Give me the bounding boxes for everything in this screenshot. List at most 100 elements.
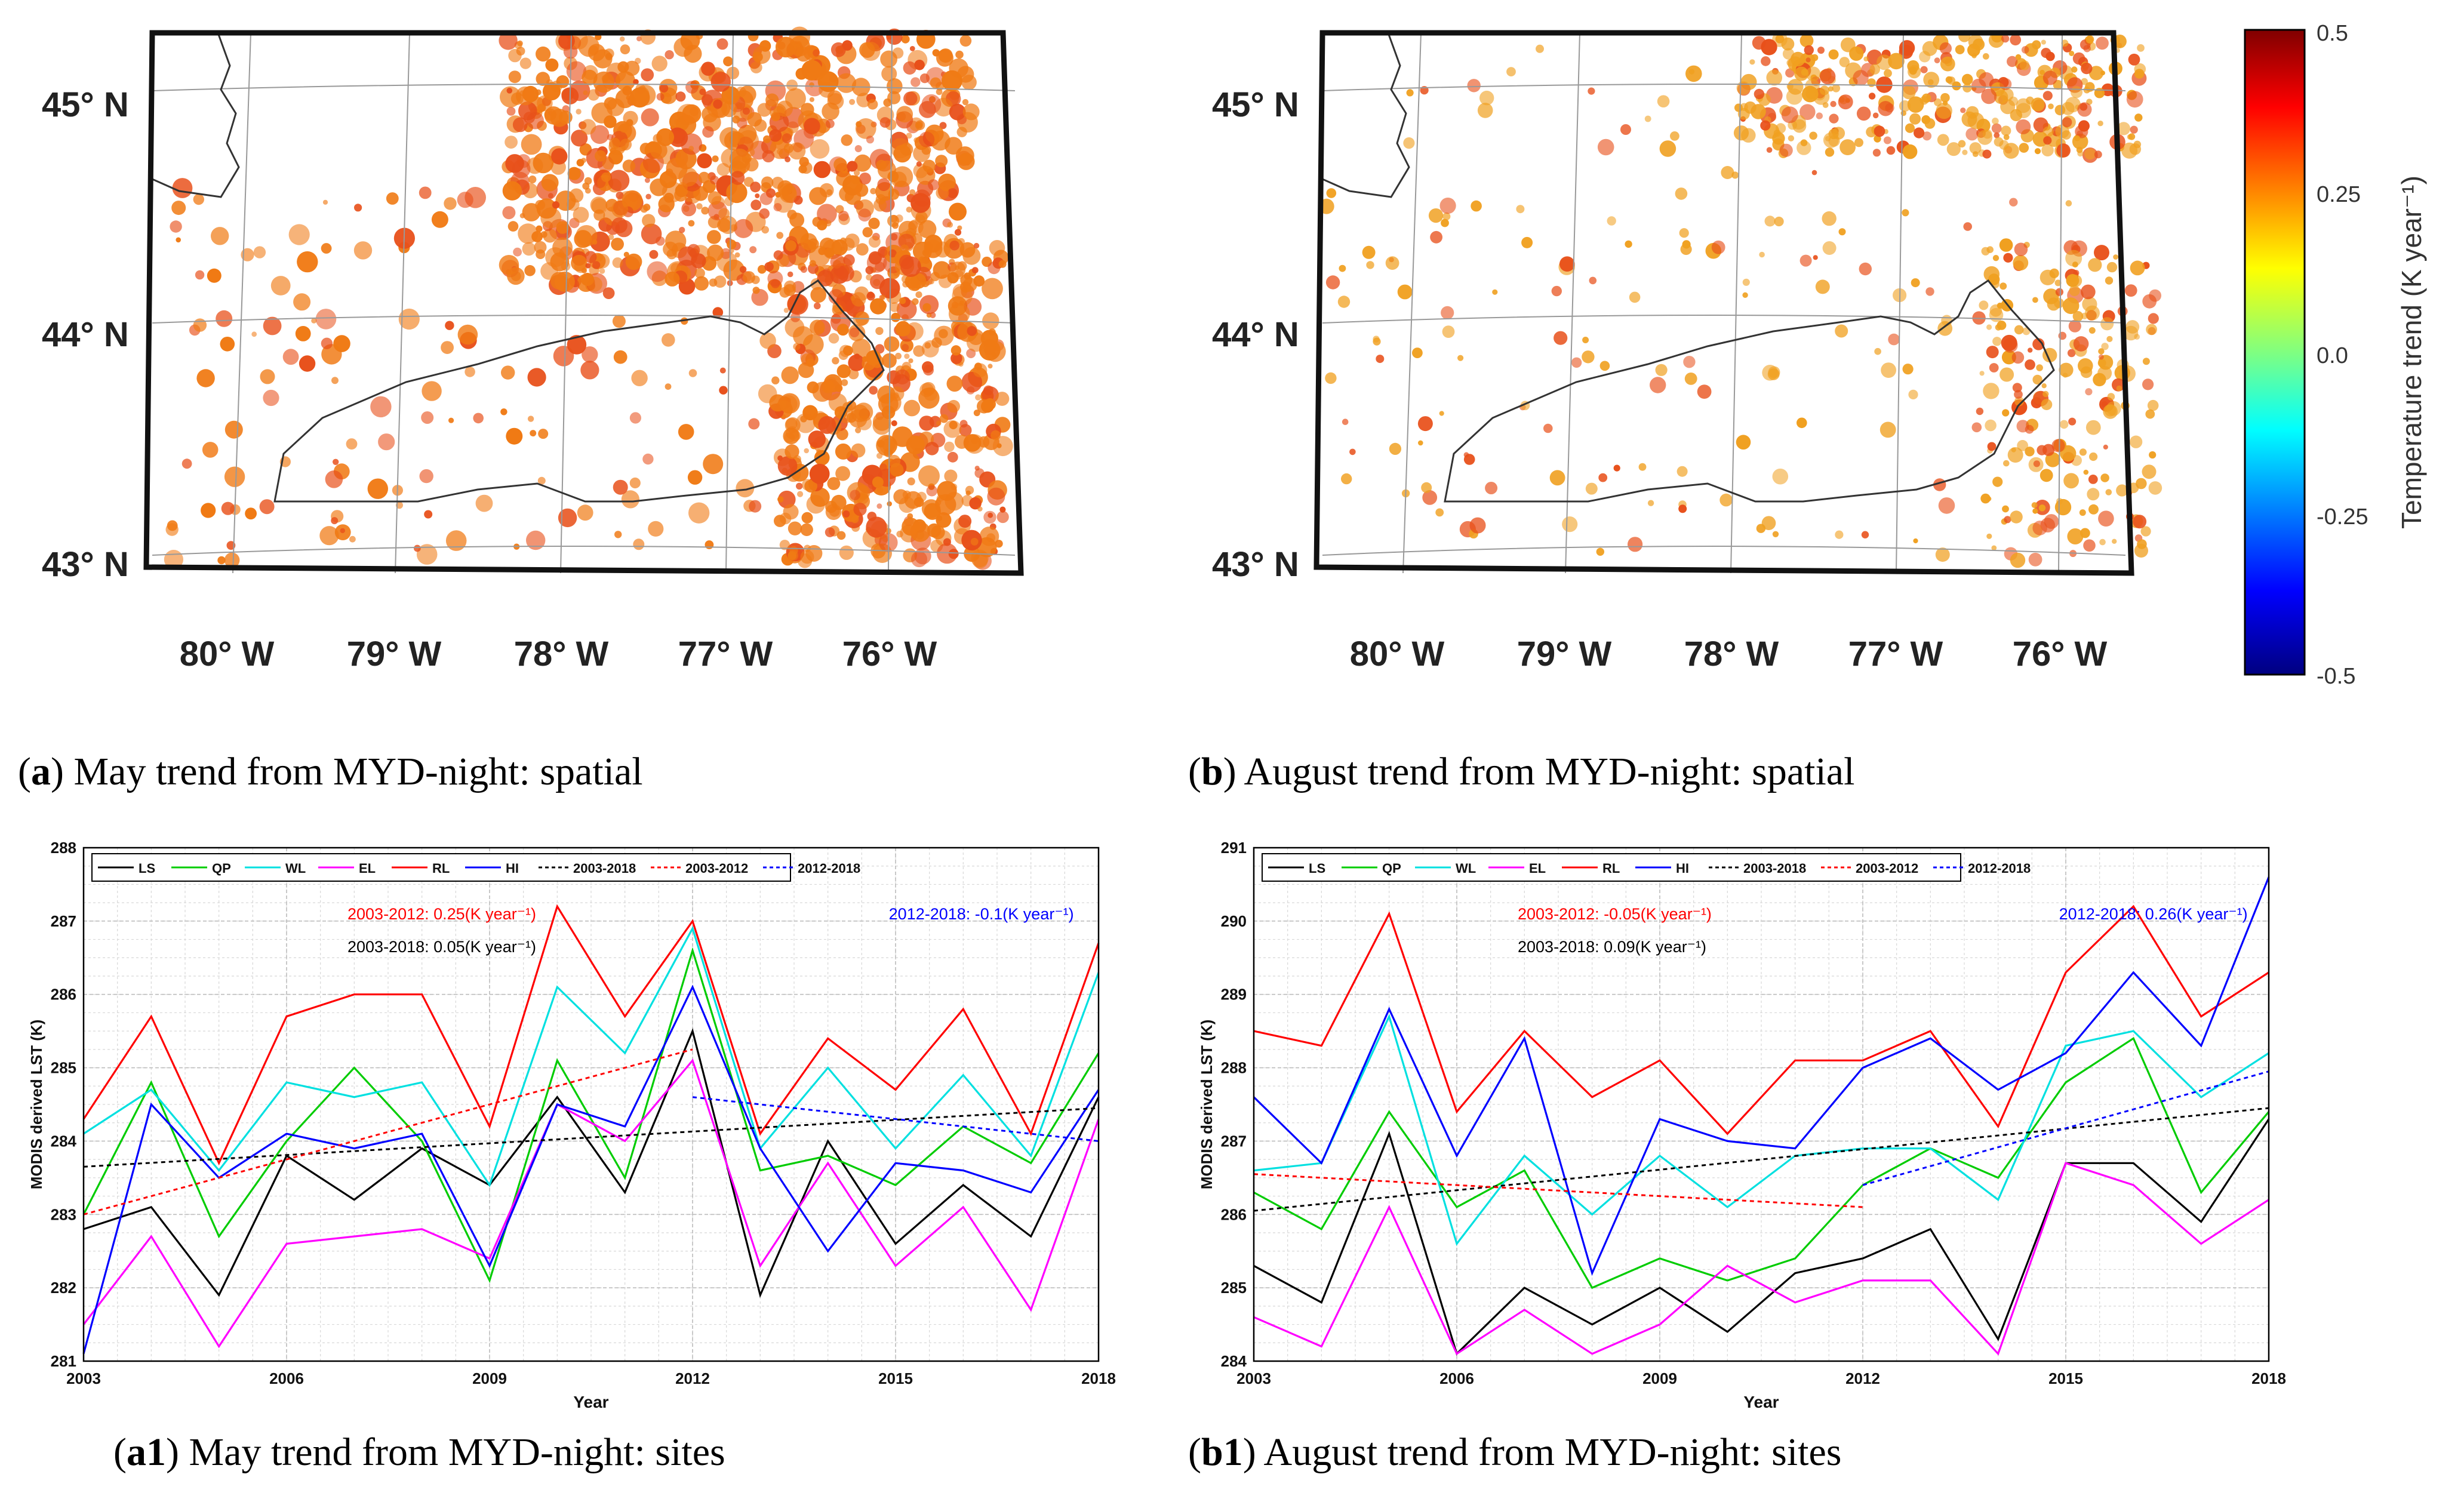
trend-patch: [1768, 366, 1780, 378]
trend-patch: [880, 50, 897, 68]
trend-patch: [1934, 57, 1940, 64]
trend-patch: [1899, 100, 1911, 112]
trend-patch: [609, 137, 620, 149]
trend-patch: [500, 408, 507, 416]
trend-patch: [773, 203, 782, 212]
series-line-hi: [1253, 876, 2270, 1276]
legend-label: 2003-2018: [1743, 861, 1806, 876]
trend-patch: [808, 430, 826, 448]
trend-patch: [613, 479, 628, 495]
longitude-line: [232, 32, 251, 574]
trend-patch: [1902, 144, 1918, 159]
trend-patch: [1979, 72, 1994, 87]
trend-patch: [651, 56, 667, 72]
trend-patch: [1325, 372, 1337, 384]
trend-patch: [1797, 140, 1811, 155]
y-tick-label: 285: [1221, 1279, 1247, 1297]
trend-patch: [1969, 142, 1982, 155]
trend-patch: [1479, 90, 1494, 106]
caption-b-text: August trend from MYD-night: spatial: [1244, 750, 1855, 793]
trend-patch: [1979, 371, 1985, 376]
trend-patch: [1366, 261, 1374, 269]
trend-patch: [1908, 389, 1918, 400]
legend-label: 2012-2018: [798, 861, 860, 876]
x-tick-label: 2006: [269, 1369, 304, 1387]
trend-patch: [2093, 373, 2106, 387]
trend-patch: [817, 270, 834, 287]
trend-patch: [819, 183, 834, 198]
trend-patch: [251, 331, 257, 337]
trend-patch: [1385, 256, 1399, 270]
trend-patch: [1349, 448, 1356, 455]
trend-patch: [580, 119, 596, 135]
trend-patch: [2042, 91, 2053, 101]
trend-patch: [771, 112, 780, 122]
trend-patch: [796, 482, 803, 490]
trend-patch: [716, 38, 728, 50]
trend-patch: [2063, 473, 2079, 489]
trend-patch: [904, 353, 910, 359]
trend-patch: [702, 126, 714, 138]
trend-patch: [707, 230, 721, 244]
trend-patch: [2145, 409, 2155, 419]
trend-patch: [785, 156, 790, 162]
trend-patch: [687, 244, 700, 257]
trend-patch: [527, 368, 546, 387]
trend-patch: [642, 214, 656, 227]
trend-patch: [2098, 510, 2114, 527]
trend-patch: [2126, 91, 2143, 108]
trend-patch: [398, 308, 420, 330]
trend-patch: [1417, 416, 1433, 432]
trend-patch: [1389, 442, 1401, 455]
y-tick-label: 287: [1221, 1132, 1247, 1150]
trend-patch: [1742, 278, 1750, 286]
map-panel-b: 45° N 44° N 43° N 80° W 79° W 78° W 77° W 76° W: [1170, 0, 2245, 728]
trend-patch: [872, 416, 891, 435]
trend-annotation: 2012-2018: 0.26(K year⁻¹): [2059, 905, 2248, 923]
trend-patches: [1318, 30, 2162, 568]
trend-patch: [2055, 288, 2063, 296]
trend-patch: [1428, 208, 1444, 223]
trend-patch: [969, 497, 982, 510]
trend-patch: [787, 271, 793, 278]
graticule: [152, 32, 1016, 574]
trend-patch: [891, 312, 900, 322]
trend-patch: [719, 386, 728, 395]
longitude-label: 77° W: [1848, 635, 1943, 673]
trend-patch: [299, 355, 316, 372]
trend-patch: [1899, 40, 1915, 56]
trend-patch: [701, 94, 713, 106]
trend-patch: [171, 201, 186, 216]
trend-patch: [853, 503, 867, 516]
series-line-ls: [83, 1028, 1100, 1298]
trend-patch: [705, 540, 714, 549]
trend-patch: [789, 213, 805, 228]
trend-patch: [2048, 103, 2054, 109]
trend-patch: [948, 549, 959, 559]
trend-patch: [890, 233, 898, 241]
latitude-label: 43° N: [42, 545, 129, 584]
trend-patch: [2128, 133, 2136, 140]
trend-patch: [703, 454, 724, 475]
trend-patch: [1756, 524, 1766, 533]
trend-patch: [2034, 148, 2041, 155]
trend-patch: [875, 261, 885, 272]
trend-patch: [1711, 240, 1725, 254]
longitude-label: 80° W: [1350, 635, 1445, 673]
trend-patch: [625, 253, 642, 270]
trend-patch: [995, 392, 1010, 406]
trend-patch: [1839, 139, 1856, 155]
trend-patch: [526, 530, 546, 550]
trend-patch: [2003, 253, 2013, 263]
trend-patch: [851, 443, 866, 458]
trend-patch: [502, 181, 522, 201]
colorbar-tick: -0.5: [2317, 664, 2355, 689]
trend-patch: [1638, 463, 1647, 471]
series-line-ls: [1253, 1118, 2270, 1356]
colorbar-gradient: [2244, 29, 2306, 676]
trend-patch: [900, 256, 921, 278]
trend-patch: [675, 91, 686, 102]
trend-patch: [519, 213, 525, 218]
trend-patch: [785, 240, 796, 251]
trend-patch: [604, 97, 617, 110]
